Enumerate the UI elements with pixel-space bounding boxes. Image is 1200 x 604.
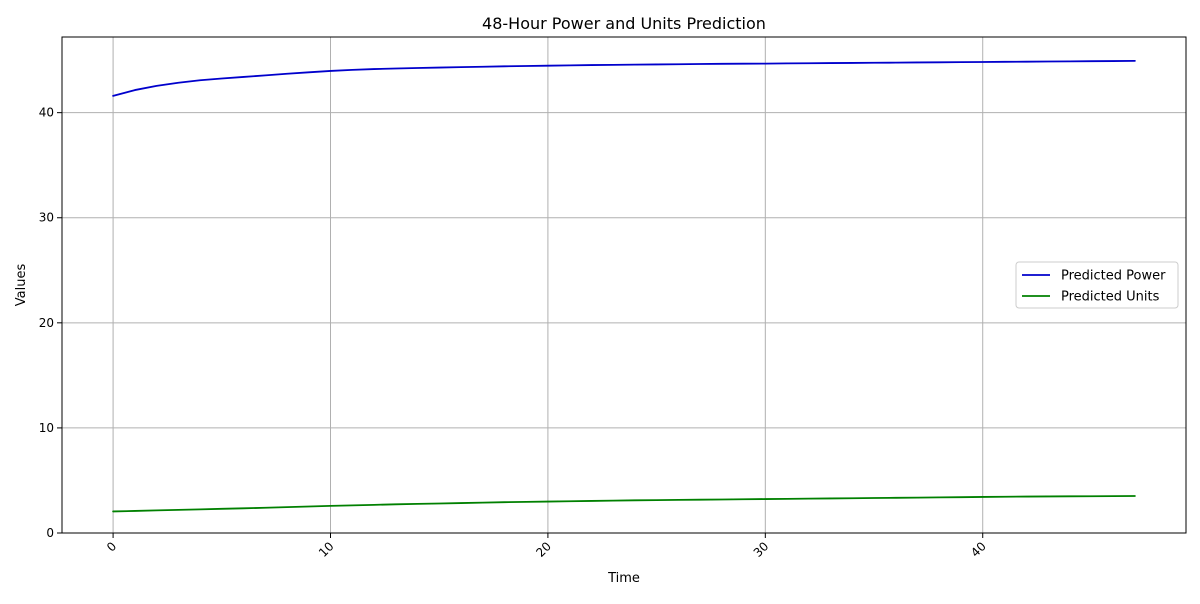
chart-title: 48-Hour Power and Units Prediction <box>482 14 766 33</box>
x-tick-label: 10 <box>316 539 337 560</box>
x-tick-label: 0 <box>104 539 119 554</box>
series-line-predicted-power <box>112 59 1136 97</box>
series-lines <box>112 59 1136 513</box>
y-tick-label: 10 <box>39 421 54 435</box>
y-tick-label: 0 <box>46 526 54 540</box>
y-tick-label: 20 <box>39 316 54 330</box>
legend: Predicted Power Predicted Units <box>1015 261 1179 309</box>
x-tick-label: 20 <box>533 539 554 560</box>
series-line-predicted-units <box>112 495 1136 513</box>
axis-ticks: 0 10 20 30 40 0 10 20 30 40 <box>39 106 989 560</box>
y-tick-label: 40 <box>39 106 54 120</box>
x-tick-label: 40 <box>968 539 989 560</box>
legend-box <box>1015 261 1179 309</box>
x-tick-label: 30 <box>751 539 772 560</box>
plot-area-frame <box>61 36 1187 534</box>
legend-label: Predicted Power <box>1061 269 1166 284</box>
y-axis-title: Values <box>14 264 29 307</box>
x-axis-title: Time <box>607 571 640 586</box>
legend-label: Predicted Units <box>1061 290 1160 305</box>
y-tick-label: 30 <box>39 211 54 225</box>
